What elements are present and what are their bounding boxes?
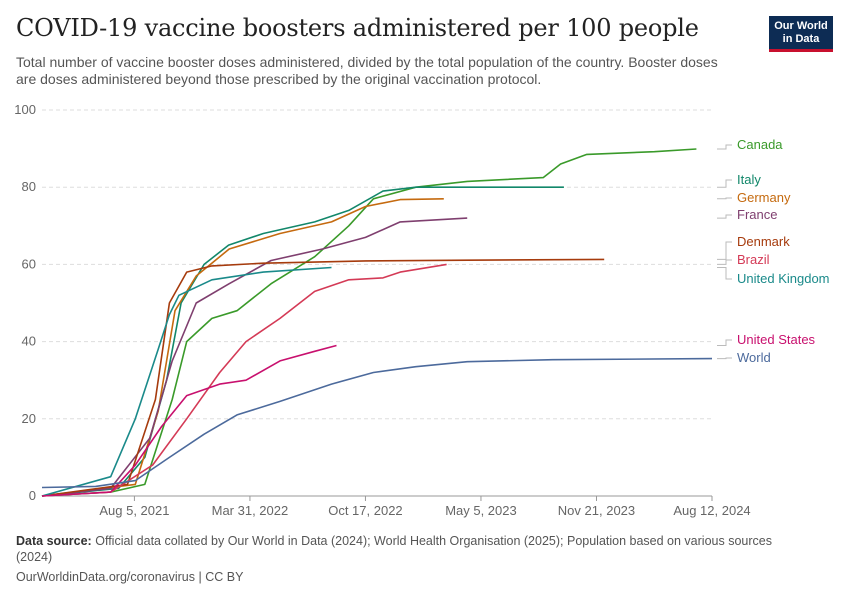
owid-logo[interactable]: Our World in Data	[769, 16, 833, 52]
x-tick-label: Oct 17, 2022	[328, 503, 402, 518]
series-line-germany	[41, 198, 444, 497]
data-source-label: Data source:	[16, 534, 92, 548]
x-tick-label: Aug 12, 2024	[673, 503, 750, 518]
series-line-denmark	[41, 258, 605, 497]
series-label: Germany	[737, 190, 791, 205]
chart-subtitle: Total number of vaccine booster doses ad…	[16, 54, 718, 87]
series-line-united-states	[41, 344, 337, 497]
series-line-united-kingdom	[41, 266, 332, 497]
series-label: Canada	[737, 137, 783, 152]
footer-link[interactable]: OurWorldinData.org/coronavirus | CC BY	[16, 570, 244, 584]
series-line-italy	[41, 186, 564, 497]
series-label: Brazil	[737, 252, 770, 267]
y-tick-label: 80	[22, 179, 36, 194]
y-tick-label: 0	[29, 488, 36, 503]
y-tick-label: 100	[14, 102, 36, 117]
label-connector	[717, 241, 732, 260]
y-tick-label: 60	[22, 256, 36, 271]
data-source-note: Data source: Official data collated by O…	[16, 533, 806, 565]
label-connector	[717, 259, 732, 265]
series-line-world	[41, 357, 713, 489]
logo-line-2: in Data	[782, 33, 820, 45]
y-tick-label: 40	[22, 334, 36, 349]
x-tick-label: Aug 5, 2021	[99, 503, 169, 518]
label-connector	[717, 339, 732, 346]
series-label: Denmark	[737, 234, 790, 249]
x-tick-label: Mar 31, 2022	[212, 503, 289, 518]
series-label: Italy	[737, 172, 761, 187]
x-tick-label: Nov 21, 2023	[558, 503, 635, 518]
series-label: United Kingdom	[737, 271, 830, 286]
label-connector	[717, 197, 732, 200]
x-tick-label: May 5, 2023	[445, 503, 517, 518]
logo-line-1: Our World	[774, 20, 828, 32]
series-line-canada	[41, 148, 697, 497]
series-line-brazil	[41, 263, 447, 497]
series-line-france	[41, 217, 468, 497]
series-label: France	[737, 207, 777, 222]
data-source-text: Official data collated by Our World in D…	[16, 534, 772, 564]
chart-title: COVID-19 vaccine boosters administered p…	[16, 14, 699, 42]
series-label: United States	[737, 332, 816, 347]
series-label: World	[737, 350, 771, 365]
label-connector	[717, 357, 732, 360]
label-connector	[717, 179, 732, 188]
label-connector	[717, 144, 732, 150]
y-tick-label: 20	[22, 411, 36, 426]
label-connector	[717, 267, 732, 280]
label-connector	[717, 214, 732, 219]
